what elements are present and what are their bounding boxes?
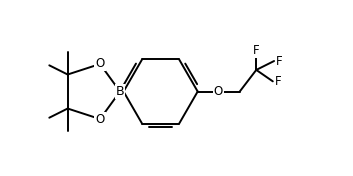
Text: F: F [276, 55, 283, 68]
Text: O: O [95, 112, 104, 125]
Text: B: B [116, 85, 124, 98]
Text: O: O [95, 58, 104, 71]
Text: F: F [275, 75, 281, 88]
Text: F: F [253, 44, 259, 57]
Text: O: O [214, 85, 223, 98]
